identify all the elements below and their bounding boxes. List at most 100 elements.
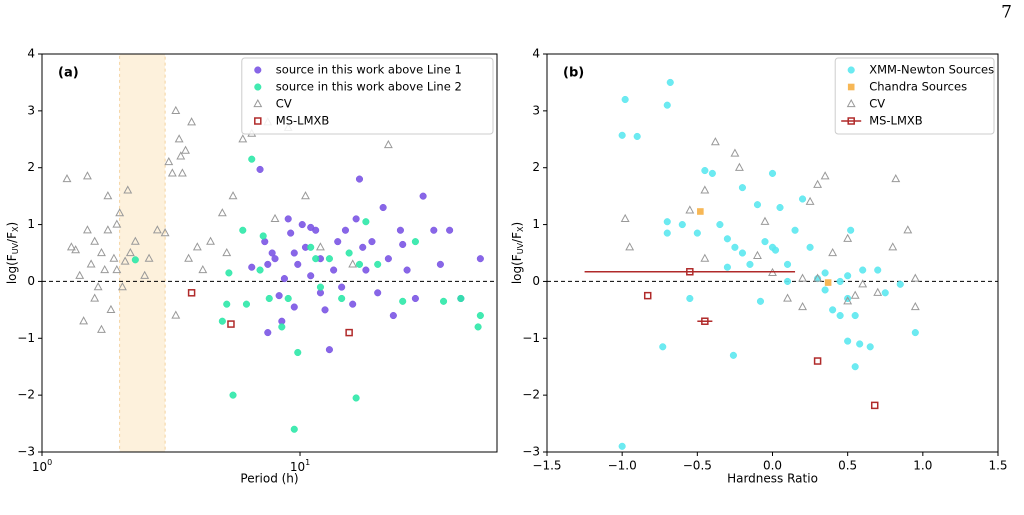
point <box>856 340 864 348</box>
y-tick-label: 2 <box>532 160 540 174</box>
y-tick-label: 2 <box>27 160 35 174</box>
point <box>238 134 248 143</box>
point <box>686 294 694 303</box>
point <box>813 357 822 365</box>
point <box>384 255 392 263</box>
point <box>753 201 762 209</box>
y-axis-label: log(FUV/FX) <box>5 222 20 284</box>
point <box>806 243 814 251</box>
point <box>218 317 226 325</box>
point <box>625 242 635 251</box>
point <box>90 236 100 245</box>
point <box>75 270 85 279</box>
point <box>86 259 96 268</box>
point <box>66 242 76 251</box>
point <box>228 191 238 200</box>
point <box>659 343 667 351</box>
point <box>829 306 837 314</box>
point <box>633 132 641 140</box>
point <box>307 272 315 280</box>
point <box>843 233 853 242</box>
point <box>123 185 133 194</box>
point <box>355 175 364 183</box>
point <box>341 226 350 234</box>
point <box>723 235 731 243</box>
point <box>362 266 370 274</box>
point <box>280 275 288 283</box>
point <box>217 208 227 217</box>
point <box>891 174 901 183</box>
point <box>708 169 716 177</box>
point <box>181 145 190 154</box>
point <box>160 228 170 237</box>
point <box>760 216 770 225</box>
y-axis-label-part: ) <box>5 222 19 227</box>
point <box>618 442 626 450</box>
point <box>93 282 103 291</box>
point <box>316 283 325 291</box>
point <box>850 290 860 299</box>
point <box>103 225 113 234</box>
point <box>844 272 852 280</box>
point <box>697 208 704 215</box>
point <box>355 260 364 268</box>
y-tick-label: −2 <box>522 388 540 402</box>
x-tick-label: 1.0 <box>913 459 932 473</box>
point <box>120 256 130 265</box>
point <box>294 260 302 268</box>
point <box>783 293 792 302</box>
point <box>663 229 671 237</box>
y-tick-label: 1 <box>27 217 35 231</box>
point <box>746 260 754 268</box>
x-tick-label: −0.5 <box>683 459 712 473</box>
point <box>270 213 280 222</box>
y-tick-label: 3 <box>532 103 540 117</box>
point <box>115 208 125 217</box>
x-tick-exponent: 1 <box>305 458 310 467</box>
point <box>776 203 784 212</box>
point <box>859 266 867 274</box>
legend-label: source in this work above Line 2 <box>276 80 462 94</box>
y-axis-label-part: F <box>510 232 524 239</box>
point <box>321 306 329 314</box>
point <box>419 192 427 200</box>
x-tick-base: 10 <box>32 460 47 474</box>
point <box>618 131 626 139</box>
point <box>666 78 674 86</box>
point <box>847 226 855 234</box>
point <box>820 171 830 180</box>
point <box>396 226 404 234</box>
point <box>97 324 106 333</box>
legend-label: CV <box>276 97 292 111</box>
point <box>799 195 807 203</box>
point <box>731 243 739 251</box>
point <box>379 203 387 212</box>
y-tick-label: 4 <box>532 47 540 61</box>
y-tick-label: 3 <box>27 103 35 117</box>
point <box>345 249 353 257</box>
point <box>278 323 286 331</box>
point <box>663 101 671 109</box>
point <box>621 95 629 104</box>
point <box>130 236 140 245</box>
point <box>844 337 852 345</box>
x-axis-label: Hardness Ratio <box>727 472 818 486</box>
point <box>242 300 251 308</box>
legend-marker <box>846 98 856 108</box>
y-axis-label-part: UV <box>516 242 525 254</box>
point <box>805 196 815 205</box>
point <box>117 282 127 291</box>
legend-label: MS-LMXB <box>276 114 330 128</box>
point <box>881 289 889 297</box>
point <box>411 294 419 303</box>
y-tick-label: 4 <box>27 47 35 61</box>
point <box>768 169 777 177</box>
point <box>82 225 92 234</box>
point <box>716 221 724 229</box>
point <box>836 277 844 285</box>
point <box>268 249 276 257</box>
point <box>430 226 438 234</box>
point <box>910 301 920 311</box>
point <box>325 346 333 354</box>
